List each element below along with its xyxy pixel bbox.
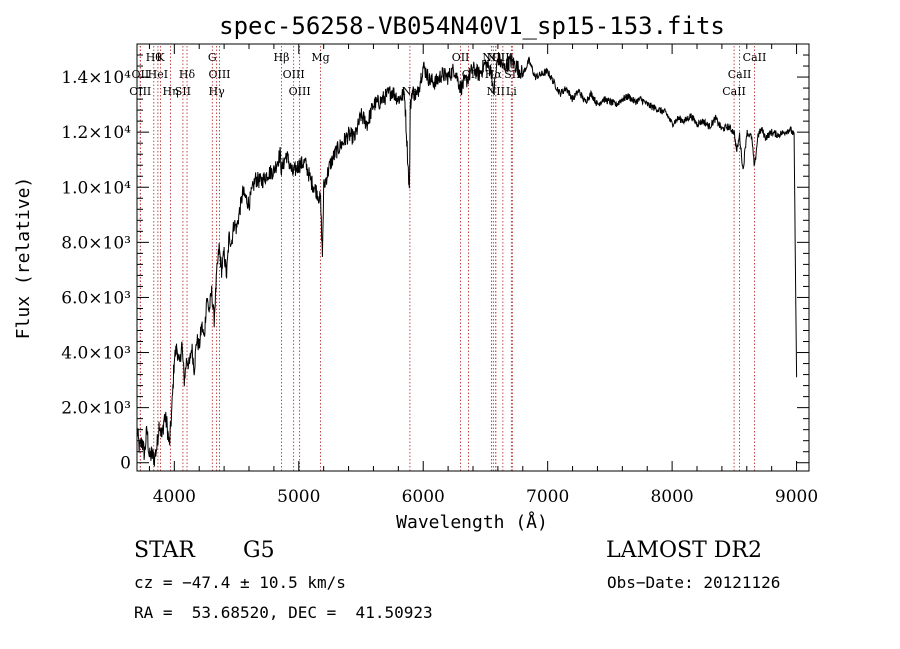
- x-tick-label: 8000: [650, 487, 693, 507]
- x-tick-label: 4000: [153, 487, 196, 507]
- line-marker-label: CaII: [728, 68, 752, 81]
- object-subclass: G5: [243, 538, 275, 563]
- line-marker-label: Na: [402, 85, 419, 98]
- spectrum-line: [136, 52, 798, 467]
- y-axis: 0 2.0×10³ 4.0×10³ 6.0×10³ 8.0×10³ 1.0×10⁴ 1.2×…: [61, 54, 809, 474]
- line-marker-label: OIII: [283, 68, 305, 81]
- line-marker-label: CaII: [743, 51, 767, 64]
- line-marker-label: Hγ: [209, 85, 226, 98]
- line-marker-label: Hα: [485, 68, 503, 81]
- line-marker-label: OIII: [289, 85, 311, 98]
- line-marker-label: Hδ: [179, 68, 196, 81]
- observation-date: Obs−Date: 20121126: [607, 573, 781, 592]
- y-tick-label: 1.2×10⁴: [61, 123, 131, 143]
- sky-coordinates: RA = 53.68520, DEC = 41.50923: [134, 603, 433, 622]
- line-marker-label: OII: [452, 51, 470, 64]
- line-marker-label: K: [156, 51, 165, 64]
- y-tick-label: 4.0×10³: [61, 344, 131, 364]
- y-tick-label: 0: [120, 454, 131, 474]
- survey-name: LAMOST DR2: [606, 538, 762, 563]
- line-marker-label: Hβ: [274, 51, 290, 64]
- y-tick-label: 1.4×10⁴: [61, 68, 131, 88]
- chart-title: spec-56258-VB054N40V1_sp15-153.fits: [219, 12, 725, 40]
- y-tick-label: 6.0×10³: [61, 288, 131, 308]
- line-marker-label: Hη: [163, 85, 179, 98]
- object-class: STAR: [134, 538, 195, 563]
- line-marker-label: G: [208, 51, 217, 64]
- line-marker-label: Li: [506, 85, 517, 98]
- y-tick-label: 2.0×10³: [61, 399, 131, 419]
- x-tick-label: 7000: [526, 487, 569, 507]
- plot-frame: [136, 43, 810, 472]
- line-marker-label: OIII: [129, 85, 151, 98]
- x-tick-label: 6000: [402, 487, 445, 507]
- y-tick-label: 8.0×10³: [61, 233, 131, 253]
- line-marker-label: OIII: [208, 68, 230, 81]
- line-marker-label: Mg: [311, 51, 329, 64]
- line-marker-label: HeI: [148, 68, 168, 81]
- x-axis-label: Wavelength (Å): [396, 511, 548, 533]
- spectrum-series: [136, 52, 798, 467]
- line-marker-label: CaII: [722, 85, 746, 98]
- y-axis-label: Flux (relative): [13, 177, 34, 340]
- y-tick-label: 1.0×10⁴: [61, 178, 131, 198]
- x-axis: 4000 5000 6000 7000 8000 9000: [148, 44, 818, 507]
- x-tick-label: 9000: [775, 487, 818, 507]
- x-tick-label: 5000: [277, 487, 320, 507]
- line-marker-label: NII: [487, 85, 505, 98]
- line-marker-label: SII: [175, 85, 191, 98]
- redshift-velocity: cz = −47.4 ± 10.5 km/s: [134, 573, 346, 592]
